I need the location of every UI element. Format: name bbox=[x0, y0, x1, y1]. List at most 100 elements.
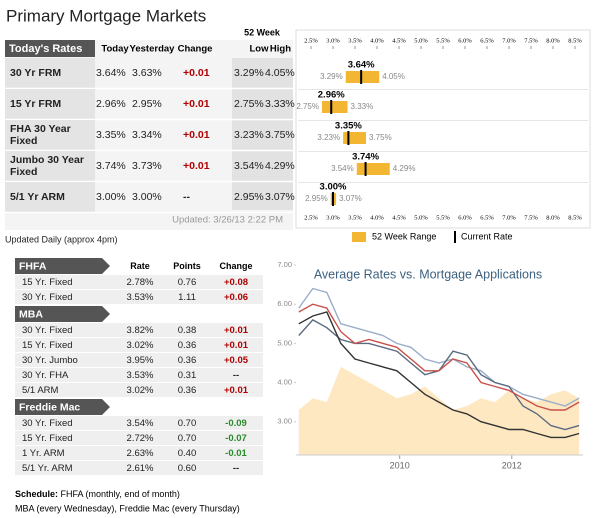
range-tick-label-top: 3.0% bbox=[326, 37, 340, 44]
range-tick-label-top: 5.5% bbox=[436, 37, 450, 44]
market-cell: +0.01 bbox=[224, 385, 249, 396]
row-name: 15 Yr FRM bbox=[10, 98, 61, 110]
range-chart-frame bbox=[295, 29, 591, 229]
market-cell: 3.53% bbox=[127, 370, 154, 381]
market-cell: +0.05 bbox=[224, 355, 249, 366]
range-tick-label-top: 3.5% bbox=[348, 37, 362, 44]
y-tick-label: 3.00 bbox=[277, 417, 292, 426]
market-cell: -- bbox=[233, 370, 239, 381]
market-cell: 0.36 bbox=[178, 355, 197, 366]
market-cell: 30 Yr. Fixed bbox=[22, 418, 73, 429]
market-cell: 3.02% bbox=[127, 340, 154, 351]
market-column-header: Points bbox=[173, 261, 201, 271]
market-cell: 0.60 bbox=[178, 463, 197, 474]
market-cell: 0.31 bbox=[178, 370, 197, 381]
market-row-bg bbox=[15, 446, 263, 460]
range-tick-label-bottom: 3.0% bbox=[326, 214, 340, 221]
market-cell: 30 Yr. Fixed bbox=[22, 292, 73, 303]
market-cell: -0.07 bbox=[225, 433, 247, 444]
row-label-bg bbox=[5, 120, 95, 150]
rate-cell: 3.74% bbox=[96, 160, 126, 172]
high-label: 3.33% bbox=[351, 102, 374, 111]
column-header: Today bbox=[101, 44, 129, 55]
rate-cell: 3.34% bbox=[132, 129, 162, 141]
range-tick-label-top: 6.0% bbox=[458, 37, 472, 44]
rate-cell: 2.95% bbox=[234, 191, 264, 203]
row-name: Fixed bbox=[10, 135, 37, 147]
market-row-bg bbox=[15, 275, 263, 289]
rate-cell: 3.23% bbox=[234, 129, 264, 141]
current-rate-label: 3.35% bbox=[335, 121, 362, 132]
market-cell: 3.54% bbox=[127, 418, 154, 429]
range-tick-label-top: 7.0% bbox=[502, 37, 516, 44]
market-row-bg bbox=[15, 383, 263, 397]
rate-cell: 3.64% bbox=[96, 67, 126, 79]
market-cell: 30 Yr. FHA bbox=[22, 370, 69, 381]
column-header: High bbox=[270, 44, 291, 55]
row-name: Fixed bbox=[10, 166, 37, 178]
table-label: Today's Rates bbox=[9, 43, 82, 55]
chart-title: Average Rates vs. Mortgage Applications bbox=[314, 267, 542, 281]
rate-line bbox=[298, 311, 580, 439]
range-tick-label-top: 6.5% bbox=[480, 37, 494, 44]
range-tick-label-bottom: 3.5% bbox=[348, 214, 362, 221]
row-name: FHA 30 Year bbox=[10, 123, 71, 135]
row-label-bg bbox=[5, 182, 95, 212]
column-header: Change bbox=[178, 44, 213, 55]
market-cell: 0.36 bbox=[178, 385, 197, 396]
range-tick-label-top: 2.5% bbox=[304, 37, 318, 44]
range-tick-label-bottom: 4.5% bbox=[392, 214, 406, 221]
x-tick-label: 2010 bbox=[390, 460, 410, 470]
market-cell: 30 Yr. Fixed bbox=[22, 325, 73, 336]
market-cell: 30 Yr. Jumbo bbox=[22, 355, 78, 366]
applications-area bbox=[298, 366, 580, 455]
market-row-bg bbox=[15, 461, 263, 475]
y-tick-label: 6.00 bbox=[277, 299, 292, 308]
rate-cell: 2.75% bbox=[234, 98, 264, 110]
y-tick-label: 7.00 bbox=[277, 260, 292, 269]
range-tick-label-top: 5.0% bbox=[414, 37, 428, 44]
column-header: Low bbox=[250, 44, 270, 55]
rate-cell: 3.63% bbox=[132, 67, 162, 79]
rate-cell: 2.95% bbox=[132, 98, 162, 110]
market-column-header: Change bbox=[219, 261, 252, 271]
row-label-bg bbox=[5, 151, 95, 181]
market-cell: 2.72% bbox=[127, 433, 154, 444]
range-bar bbox=[345, 71, 380, 83]
range-tick-label-top: 4.0% bbox=[370, 37, 384, 44]
rate-line bbox=[298, 303, 580, 411]
market-cell: -0.09 bbox=[225, 418, 247, 429]
rate-cell: +0.01 bbox=[183, 160, 210, 172]
market-cell: 0.70 bbox=[178, 433, 197, 444]
high-label: 3.07% bbox=[339, 194, 362, 203]
range-tick-label-bottom: 6.5% bbox=[480, 214, 494, 221]
range-bar bbox=[322, 101, 348, 113]
market-cell: 0.36 bbox=[178, 340, 197, 351]
rate-cell: 3.75% bbox=[265, 129, 295, 141]
market-cell: 2.78% bbox=[127, 277, 154, 288]
current-rate-label: 2.96% bbox=[318, 90, 345, 101]
updated-stamp: Updated: 3/26/13 2:22 PM bbox=[172, 215, 283, 226]
column-header: Yesterday bbox=[130, 44, 176, 55]
high-label: 4.29% bbox=[393, 164, 416, 173]
market-cell: 5/1 Yr. ARM bbox=[22, 463, 73, 474]
low-label: 3.23% bbox=[317, 133, 340, 142]
schedule-text: FHFA (monthly, end of month) bbox=[58, 489, 180, 499]
market-cell: 0.40 bbox=[178, 448, 197, 459]
rate-cell: 3.35% bbox=[96, 129, 126, 141]
rate-cell: 3.29% bbox=[234, 67, 264, 79]
y-tick-label: 4.00 bbox=[277, 378, 292, 387]
low-high-shade bbox=[232, 58, 293, 210]
rate-cell: 4.29% bbox=[265, 160, 295, 172]
market-row-bg bbox=[15, 431, 263, 445]
row-name: 30 Yr FRM bbox=[10, 67, 61, 79]
legend-swatch-range bbox=[352, 232, 366, 242]
market-row-bg bbox=[15, 290, 263, 304]
rate-cell: 3.54% bbox=[234, 160, 264, 172]
rate-cell: +0.01 bbox=[183, 98, 210, 110]
range-tick-label-bottom: 7.0% bbox=[502, 214, 516, 221]
rate-cell: 3.73% bbox=[132, 160, 162, 172]
market-cell: 0.76 bbox=[178, 277, 197, 288]
range-tick-label-bottom: 8.0% bbox=[546, 214, 560, 221]
high-label: 3.75% bbox=[369, 133, 392, 142]
